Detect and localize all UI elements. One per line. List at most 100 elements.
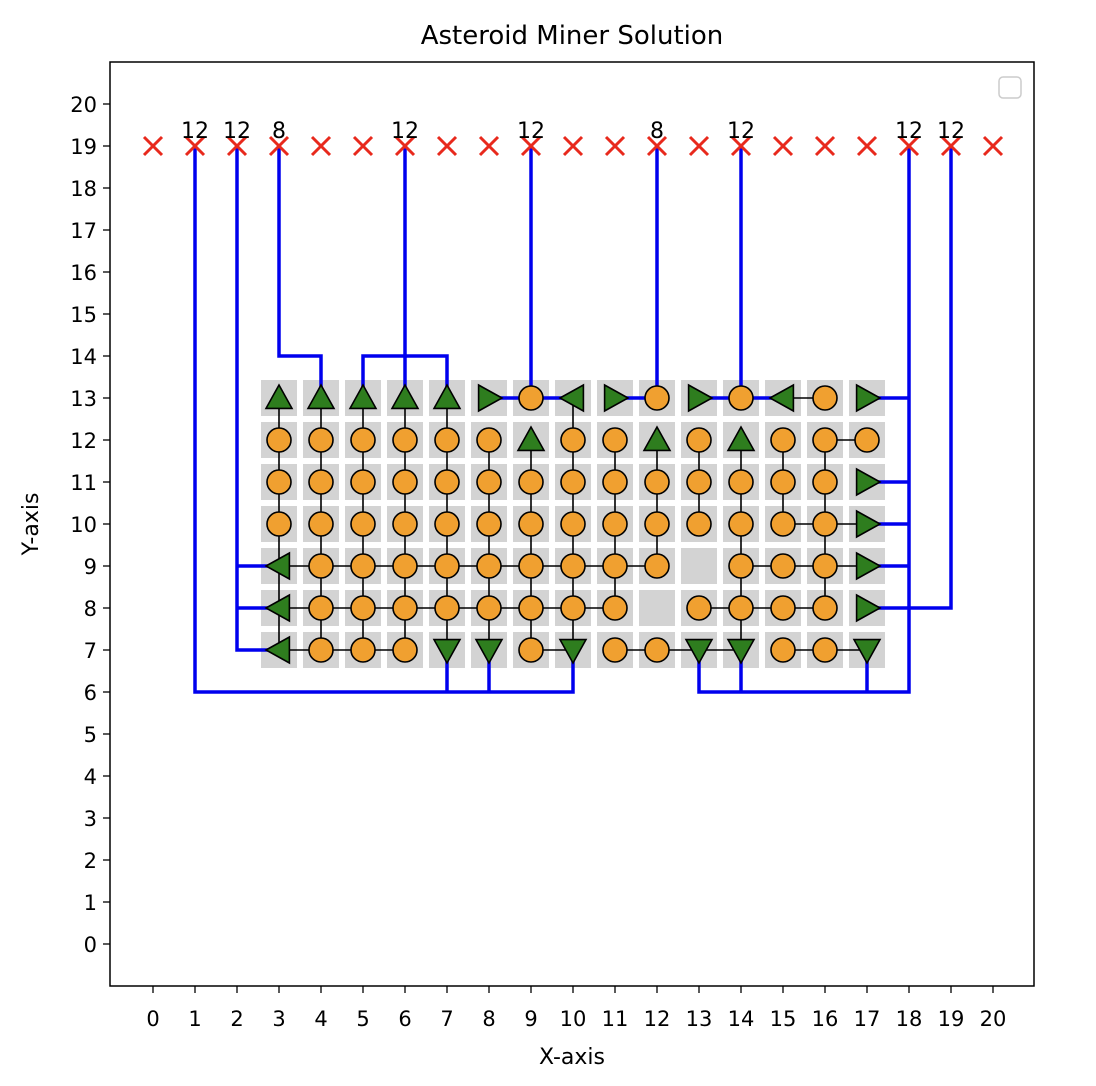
x-tick-label: 0 (146, 1007, 159, 1031)
miner-point (602, 595, 628, 621)
miner-point (560, 427, 586, 453)
conveyor-right (477, 383, 504, 413)
x-marker-stroke (142, 135, 164, 157)
miner-point (560, 511, 586, 537)
capacity-label: 8 (650, 119, 664, 144)
miner-point (308, 511, 334, 537)
miner-point (770, 595, 796, 621)
miner-point (854, 427, 880, 453)
x-tick-label: 18 (896, 1007, 923, 1031)
x-axis-label: X-axis (539, 1045, 605, 1070)
pipe-line (361, 146, 407, 398)
x-marker (520, 135, 542, 157)
miner-point (686, 427, 712, 453)
y-tick-label: 17 (70, 219, 97, 243)
x-marker-stroke (184, 135, 206, 157)
x-marker (688, 135, 710, 157)
miner-point (392, 427, 418, 453)
y-tick-label: 19 (70, 135, 97, 159)
x-marker-stroke (436, 135, 458, 157)
miner-point (602, 511, 628, 537)
miner-point (434, 511, 460, 537)
y-tick-label: 12 (70, 429, 97, 453)
conveyor-right (855, 509, 882, 539)
conveyor-right (855, 593, 882, 623)
miner-point (434, 553, 460, 579)
miner-point (644, 511, 670, 537)
pipe-line (867, 146, 953, 610)
miner-point (560, 469, 586, 495)
x-marker-stroke (688, 135, 710, 157)
conveyor-right (855, 551, 882, 581)
y-tick-label: 5 (84, 723, 97, 747)
x-tick-label: 14 (728, 1007, 755, 1031)
legend-box (998, 76, 1022, 99)
miner-point (476, 595, 502, 621)
miner-point (266, 511, 292, 537)
miner-point (350, 427, 376, 453)
x-marker-stroke (604, 135, 626, 157)
x-marker (226, 135, 248, 157)
x-marker (310, 135, 332, 157)
x-marker-stroke (646, 135, 668, 157)
y-tick-label: 8 (84, 597, 97, 621)
x-tick-label: 6 (398, 1007, 411, 1031)
miner-point (476, 427, 502, 453)
x-tick-label: 13 (686, 1007, 713, 1031)
miner-point (434, 427, 460, 453)
x-tick-label: 11 (602, 1007, 629, 1031)
miner-point (812, 469, 838, 495)
miner-point (350, 595, 376, 621)
x-marker-stroke (310, 135, 332, 157)
x-marker (646, 135, 668, 157)
x-tick-label: 17 (854, 1007, 881, 1031)
conveyor-down (432, 638, 462, 665)
capacity-label: 12 (181, 119, 209, 144)
miner-point (770, 637, 796, 663)
conveyor-left (558, 383, 585, 413)
y-tick-label: 6 (84, 681, 97, 705)
conveyor-right (855, 467, 882, 497)
miner-point (644, 385, 670, 411)
x-marker-stroke (226, 135, 248, 157)
miner-point (812, 427, 838, 453)
x-marker (184, 135, 206, 157)
x-marker-stroke (478, 135, 500, 157)
conveyor-right (687, 383, 714, 413)
y-tick-label: 10 (70, 513, 97, 537)
miner-point (812, 637, 838, 663)
y-tick-label: 15 (70, 303, 97, 327)
conveyor-up (264, 383, 294, 410)
conveyor-right (855, 383, 882, 413)
y-tick-label: 13 (70, 387, 97, 411)
conveyor-left (768, 383, 795, 413)
capacity-label: 12 (937, 119, 965, 144)
miner-point (644, 469, 670, 495)
y-tick-label: 14 (70, 345, 97, 369)
conveyor-left (264, 593, 291, 623)
x-marker-stroke (268, 135, 290, 157)
miner-point (560, 595, 586, 621)
miner-point (434, 595, 460, 621)
x-marker (814, 135, 836, 157)
miner-point (266, 427, 292, 453)
pipe-line (697, 146, 911, 694)
x-tick-label: 7 (440, 1007, 453, 1031)
miner-point (812, 385, 838, 411)
y-tick-label: 18 (70, 177, 97, 201)
x-tick-label: 1 (188, 1007, 201, 1031)
miner-point (560, 553, 586, 579)
miner-point (686, 469, 712, 495)
y-tick-label: 1 (84, 891, 97, 915)
y-tick-label: 7 (84, 639, 97, 663)
x-tick-label: 4 (314, 1007, 327, 1031)
miner-point (350, 511, 376, 537)
miner-point (266, 469, 292, 495)
chart-title: Asteroid Miner Solution (421, 21, 724, 51)
grid-cell-empty (639, 590, 675, 626)
miner-point (476, 553, 502, 579)
miner-point (308, 637, 334, 663)
miner-point (602, 469, 628, 495)
x-marker-stroke (772, 135, 794, 157)
